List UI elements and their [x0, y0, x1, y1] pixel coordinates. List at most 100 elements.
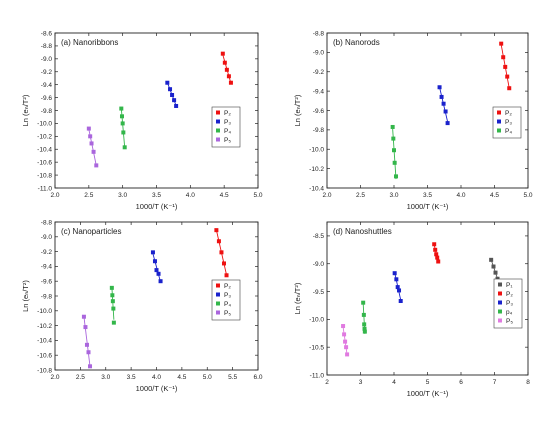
data-point — [221, 261, 226, 266]
y-tick-label: -9.6 — [313, 108, 325, 115]
data-point — [392, 148, 396, 153]
data-point — [111, 306, 116, 311]
y-tick-label: -9.0 — [313, 50, 325, 57]
x-tick-label: 5 — [426, 379, 430, 386]
data-point — [119, 114, 124, 119]
y-tick-label: -9.5 — [313, 289, 325, 296]
data-point — [170, 93, 175, 97]
y-tick-label: -9.2 — [41, 249, 53, 256]
panel-title: (b) Nanorods — [333, 38, 380, 47]
y-tick-label: -8.8 — [313, 30, 325, 37]
y-tick-label: -9.8 — [41, 293, 53, 300]
x-tick-label: 5.0 — [203, 374, 212, 381]
data-point — [503, 64, 508, 69]
x-tick-label: 3 — [359, 379, 363, 386]
x-tick-label: 4.5 — [490, 192, 499, 199]
data-point — [491, 264, 496, 269]
y-tick-label: -10.8 — [37, 172, 52, 179]
legend-marker — [498, 291, 502, 296]
panel-title: (d) Nanoshuttles — [333, 227, 392, 236]
data-point — [84, 342, 89, 347]
x-tick-label: 6.0 — [253, 374, 262, 381]
x-tick-label: 4.5 — [177, 374, 186, 381]
legend-label: P₃ — [224, 119, 231, 126]
x-tick-label: 2.0 — [322, 192, 331, 199]
legend-marker — [497, 110, 501, 115]
data-point — [489, 257, 494, 262]
data-point — [168, 87, 173, 92]
legend-marker — [497, 119, 501, 124]
y-tick-label: -9.8 — [41, 108, 53, 115]
data-point — [216, 239, 221, 244]
y-tick-label: -10.5 — [309, 344, 324, 351]
legend-label: P₂ — [224, 110, 231, 117]
legend-label: P₅ — [224, 137, 231, 144]
data-point — [88, 134, 93, 139]
data-point — [361, 300, 366, 305]
legend-marker — [498, 300, 502, 305]
y-tick-label: -9.0 — [41, 234, 53, 241]
legend-marker — [216, 301, 220, 306]
data-point — [214, 228, 219, 233]
legend-label: P₂ — [224, 283, 231, 290]
x-axis-label: 1000/T (K⁻¹) — [136, 202, 178, 211]
data-point — [505, 74, 510, 79]
panel-title: (c) Nanoparticles — [61, 227, 121, 236]
legend-marker — [216, 283, 220, 288]
legend-label: P₄ — [505, 128, 512, 135]
data-point — [391, 136, 396, 141]
data-point — [122, 145, 127, 150]
fit-line-3 — [83, 316, 91, 367]
legend-marker — [498, 318, 502, 323]
y-tick-label: -10.6 — [37, 353, 52, 360]
x-tick-label: 2.0 — [50, 374, 59, 381]
x-tick-label: 6 — [459, 379, 463, 386]
x-tick-label: 2 — [325, 379, 329, 386]
y-tick-label: -9.2 — [41, 69, 53, 76]
panel-nanoshuttles: 2 3 4 5 6 7 8 -8.5 -9.0 -9.5 -10.0 -10.5 -11.0 (d) Na… — [293, 221, 530, 398]
y-tick-label: -9.4 — [41, 264, 53, 271]
data-point — [81, 314, 86, 319]
data-point — [226, 74, 231, 79]
y-tick-label: -9.4 — [313, 88, 325, 95]
y-tick-label: -10.8 — [37, 367, 52, 374]
data-point — [172, 98, 177, 103]
x-axis-label: 1000/T (K⁻¹) — [407, 389, 449, 398]
data-point — [362, 322, 367, 327]
legend-label: P₁ — [506, 282, 513, 289]
data-point — [109, 285, 114, 290]
data-point — [154, 268, 159, 273]
fit-line-1 — [152, 253, 161, 283]
data-point — [119, 106, 124, 111]
data-point — [89, 141, 94, 146]
data-point — [343, 339, 348, 344]
data-point — [394, 277, 399, 282]
data-point — [120, 121, 125, 126]
x-tick-label: 3.5 — [152, 192, 161, 199]
legend-marker — [216, 110, 220, 115]
data-point — [86, 350, 91, 355]
y-tick-label: -10.6 — [37, 159, 52, 166]
legend-label: P₃ — [506, 300, 513, 307]
data-point — [224, 273, 229, 278]
y-axis-label: Ln (eₙ/T²) — [293, 94, 302, 126]
data-point — [390, 124, 395, 129]
data-point — [91, 149, 96, 154]
x-tick-label: 2.5 — [76, 374, 85, 381]
legend-marker — [498, 309, 502, 314]
y-tick-label: -10.2 — [37, 134, 52, 141]
data-point — [441, 101, 446, 106]
data-point — [398, 299, 403, 304]
data-point — [361, 312, 366, 317]
data-point — [156, 271, 161, 276]
y-tick-label: -8.5 — [313, 233, 325, 240]
data-point — [432, 242, 437, 247]
data-point — [86, 126, 91, 131]
legend-marker — [216, 128, 220, 133]
data-point — [219, 250, 224, 255]
legend-marker — [216, 119, 220, 124]
y-tick-label: -11.0 — [38, 185, 53, 192]
y-tick-label: -10.0 — [309, 317, 324, 324]
panel-nanoribbons: 2.0 2.5 3.0 3.5 4.0 4.5 5.0 -8.6 -8.8 -9.0 -9.2 -9.… — [21, 30, 263, 211]
x-tick-label: 3.0 — [101, 374, 110, 381]
